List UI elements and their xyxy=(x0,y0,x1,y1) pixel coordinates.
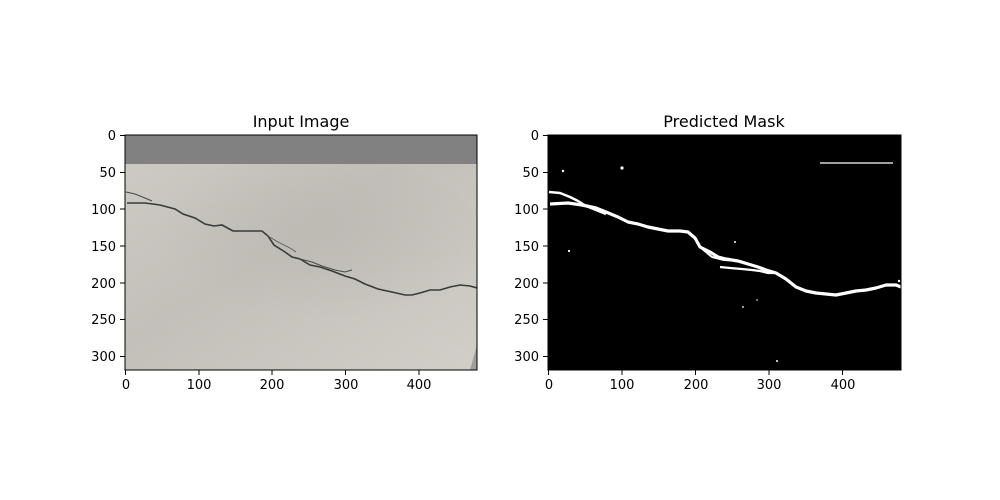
mask-speck xyxy=(742,306,744,308)
y-tick-label: 250 xyxy=(514,313,539,328)
y-tick-label: 50 xyxy=(522,166,539,181)
gray-padding-band xyxy=(125,135,477,164)
crack-hairline xyxy=(267,235,297,253)
input-x-axis: 0 100 200 300 400 xyxy=(122,370,432,393)
crack-main xyxy=(127,202,477,296)
surface-grain xyxy=(125,135,477,370)
photo-corner-shadow xyxy=(470,345,477,370)
input-y-axis: 0 50 100 150 200 250 300 xyxy=(91,129,125,365)
mask-background xyxy=(548,135,901,370)
y-tick-label: 300 xyxy=(91,350,116,365)
input-photo xyxy=(125,135,477,370)
y-tick-label: 0 xyxy=(531,129,539,144)
x-tick-label: 100 xyxy=(610,378,635,393)
y-tick-label: 200 xyxy=(514,277,539,292)
mask-speck xyxy=(561,169,565,173)
crack-branch-lower xyxy=(299,258,353,273)
mask-speck xyxy=(620,166,624,170)
mask-crack-upper-branch xyxy=(548,190,607,216)
y-tick-label: 300 xyxy=(514,350,539,365)
x-tick-label: 400 xyxy=(831,378,856,393)
x-tick-label: 0 xyxy=(122,378,130,393)
mask-crack-mid-branch xyxy=(699,246,765,271)
x-tick-label: 300 xyxy=(334,378,359,393)
x-tick-label: 300 xyxy=(757,378,782,393)
y-tick-label: 0 xyxy=(108,129,116,144)
mask-speck xyxy=(776,360,778,362)
input-image-title: Input Image xyxy=(253,112,350,131)
y-tick-label: 100 xyxy=(514,203,539,218)
y-tick-label: 250 xyxy=(91,313,116,328)
crack-branch-upper xyxy=(125,191,153,202)
y-tick-label: 100 xyxy=(91,203,116,218)
x-tick-label: 400 xyxy=(407,378,432,393)
mask-crack-lower-branch xyxy=(719,265,776,275)
mask-speck xyxy=(897,279,901,283)
mask-frame xyxy=(547,134,902,371)
x-tick-label: 100 xyxy=(187,378,212,393)
mask-x-axis: 0 100 200 300 400 xyxy=(545,370,856,393)
x-tick-label: 200 xyxy=(260,378,285,393)
predicted-mask-panel: Predicted Mask 0 50 100 xyxy=(514,112,902,393)
mask-speck xyxy=(567,249,571,253)
mask-image xyxy=(548,135,901,370)
mask-speck xyxy=(734,241,736,243)
mask-y-axis: 0 50 100 150 200 250 300 xyxy=(514,129,548,365)
input-image-frame xyxy=(124,134,478,371)
predicted-mask-title: Predicted Mask xyxy=(663,112,785,131)
y-tick-label: 150 xyxy=(91,240,116,255)
y-tick-label: 50 xyxy=(99,166,116,181)
x-tick-label: 200 xyxy=(684,378,709,393)
input-image-panel: Input Image 0 50 100 150 200 xyxy=(91,112,478,393)
x-tick-label: 0 xyxy=(545,378,553,393)
mask-speck xyxy=(756,299,758,301)
y-tick-label: 150 xyxy=(514,240,539,255)
y-tick-label: 200 xyxy=(91,277,116,292)
